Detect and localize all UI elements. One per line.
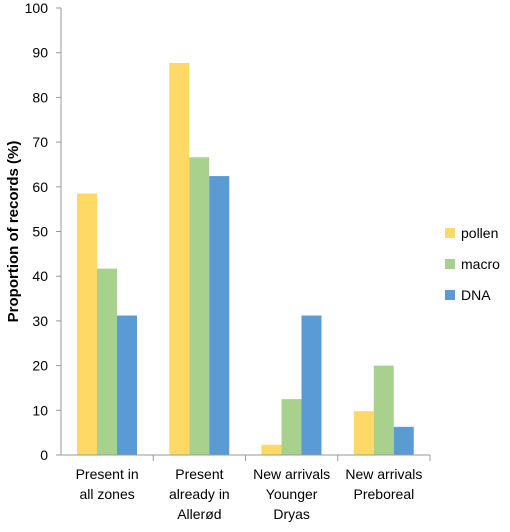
y-tick-label: 70 (32, 134, 48, 150)
legend-swatch-macro (445, 259, 455, 269)
legend-label-dna: DNA (461, 287, 491, 303)
category-label: all zones (79, 486, 134, 502)
category-label: New arrivals (345, 466, 422, 482)
y-tick-label: 60 (32, 179, 48, 195)
bars (77, 62, 414, 456)
category-label: Younger (266, 486, 318, 502)
bar-dna-3 (393, 426, 414, 455)
y-axis-title: Proportion of records (%) (5, 141, 22, 323)
bar-pollen-0 (77, 193, 97, 455)
bar-dna-1 (209, 176, 230, 455)
bar-macro-0 (97, 268, 117, 455)
legend-label-pollen: pollen (461, 225, 498, 241)
y-tick-label: 80 (32, 89, 48, 105)
bar-macro-3 (373, 365, 394, 455)
y-tick-label: 10 (32, 402, 48, 418)
y-tick-label: 30 (32, 313, 48, 329)
legend: pollen macro DNA (445, 225, 500, 303)
category-label: Present in (76, 466, 139, 482)
y-tick-label: 40 (32, 268, 48, 284)
legend-label-macro: macro (461, 256, 500, 272)
bar-macro-1 (189, 157, 210, 455)
y-axis-ticks: 0 10 20 30 40 50 60 70 80 90 100 (25, 0, 61, 463)
legend-swatch-dna (445, 290, 455, 300)
category-separators (152, 455, 431, 461)
category-label: Preboreal (354, 486, 415, 502)
bar-dna-2 (301, 315, 322, 455)
y-tick-label: 100 (25, 0, 49, 16)
bar-pollen-3 (353, 411, 374, 455)
category-label: Present (175, 466, 223, 482)
y-tick-label: 20 (32, 358, 48, 374)
y-tick-label: 50 (32, 224, 48, 240)
legend-swatch-pollen (445, 228, 455, 238)
bar-pollen-1 (169, 62, 190, 456)
bar-dna-0 (117, 315, 137, 455)
bar-macro-2 (281, 399, 302, 455)
y-tick-label: 90 (32, 45, 48, 61)
category-label: Dryas (273, 506, 310, 522)
category-label: Allerød (177, 506, 221, 522)
bar-pollen-2 (261, 444, 282, 455)
x-axis-category-labels: Present in all zones Present already in Alle… (76, 466, 423, 522)
category-label: already in (169, 486, 230, 502)
y-tick-label: 0 (40, 447, 48, 463)
category-label: New arrivals (253, 466, 330, 482)
